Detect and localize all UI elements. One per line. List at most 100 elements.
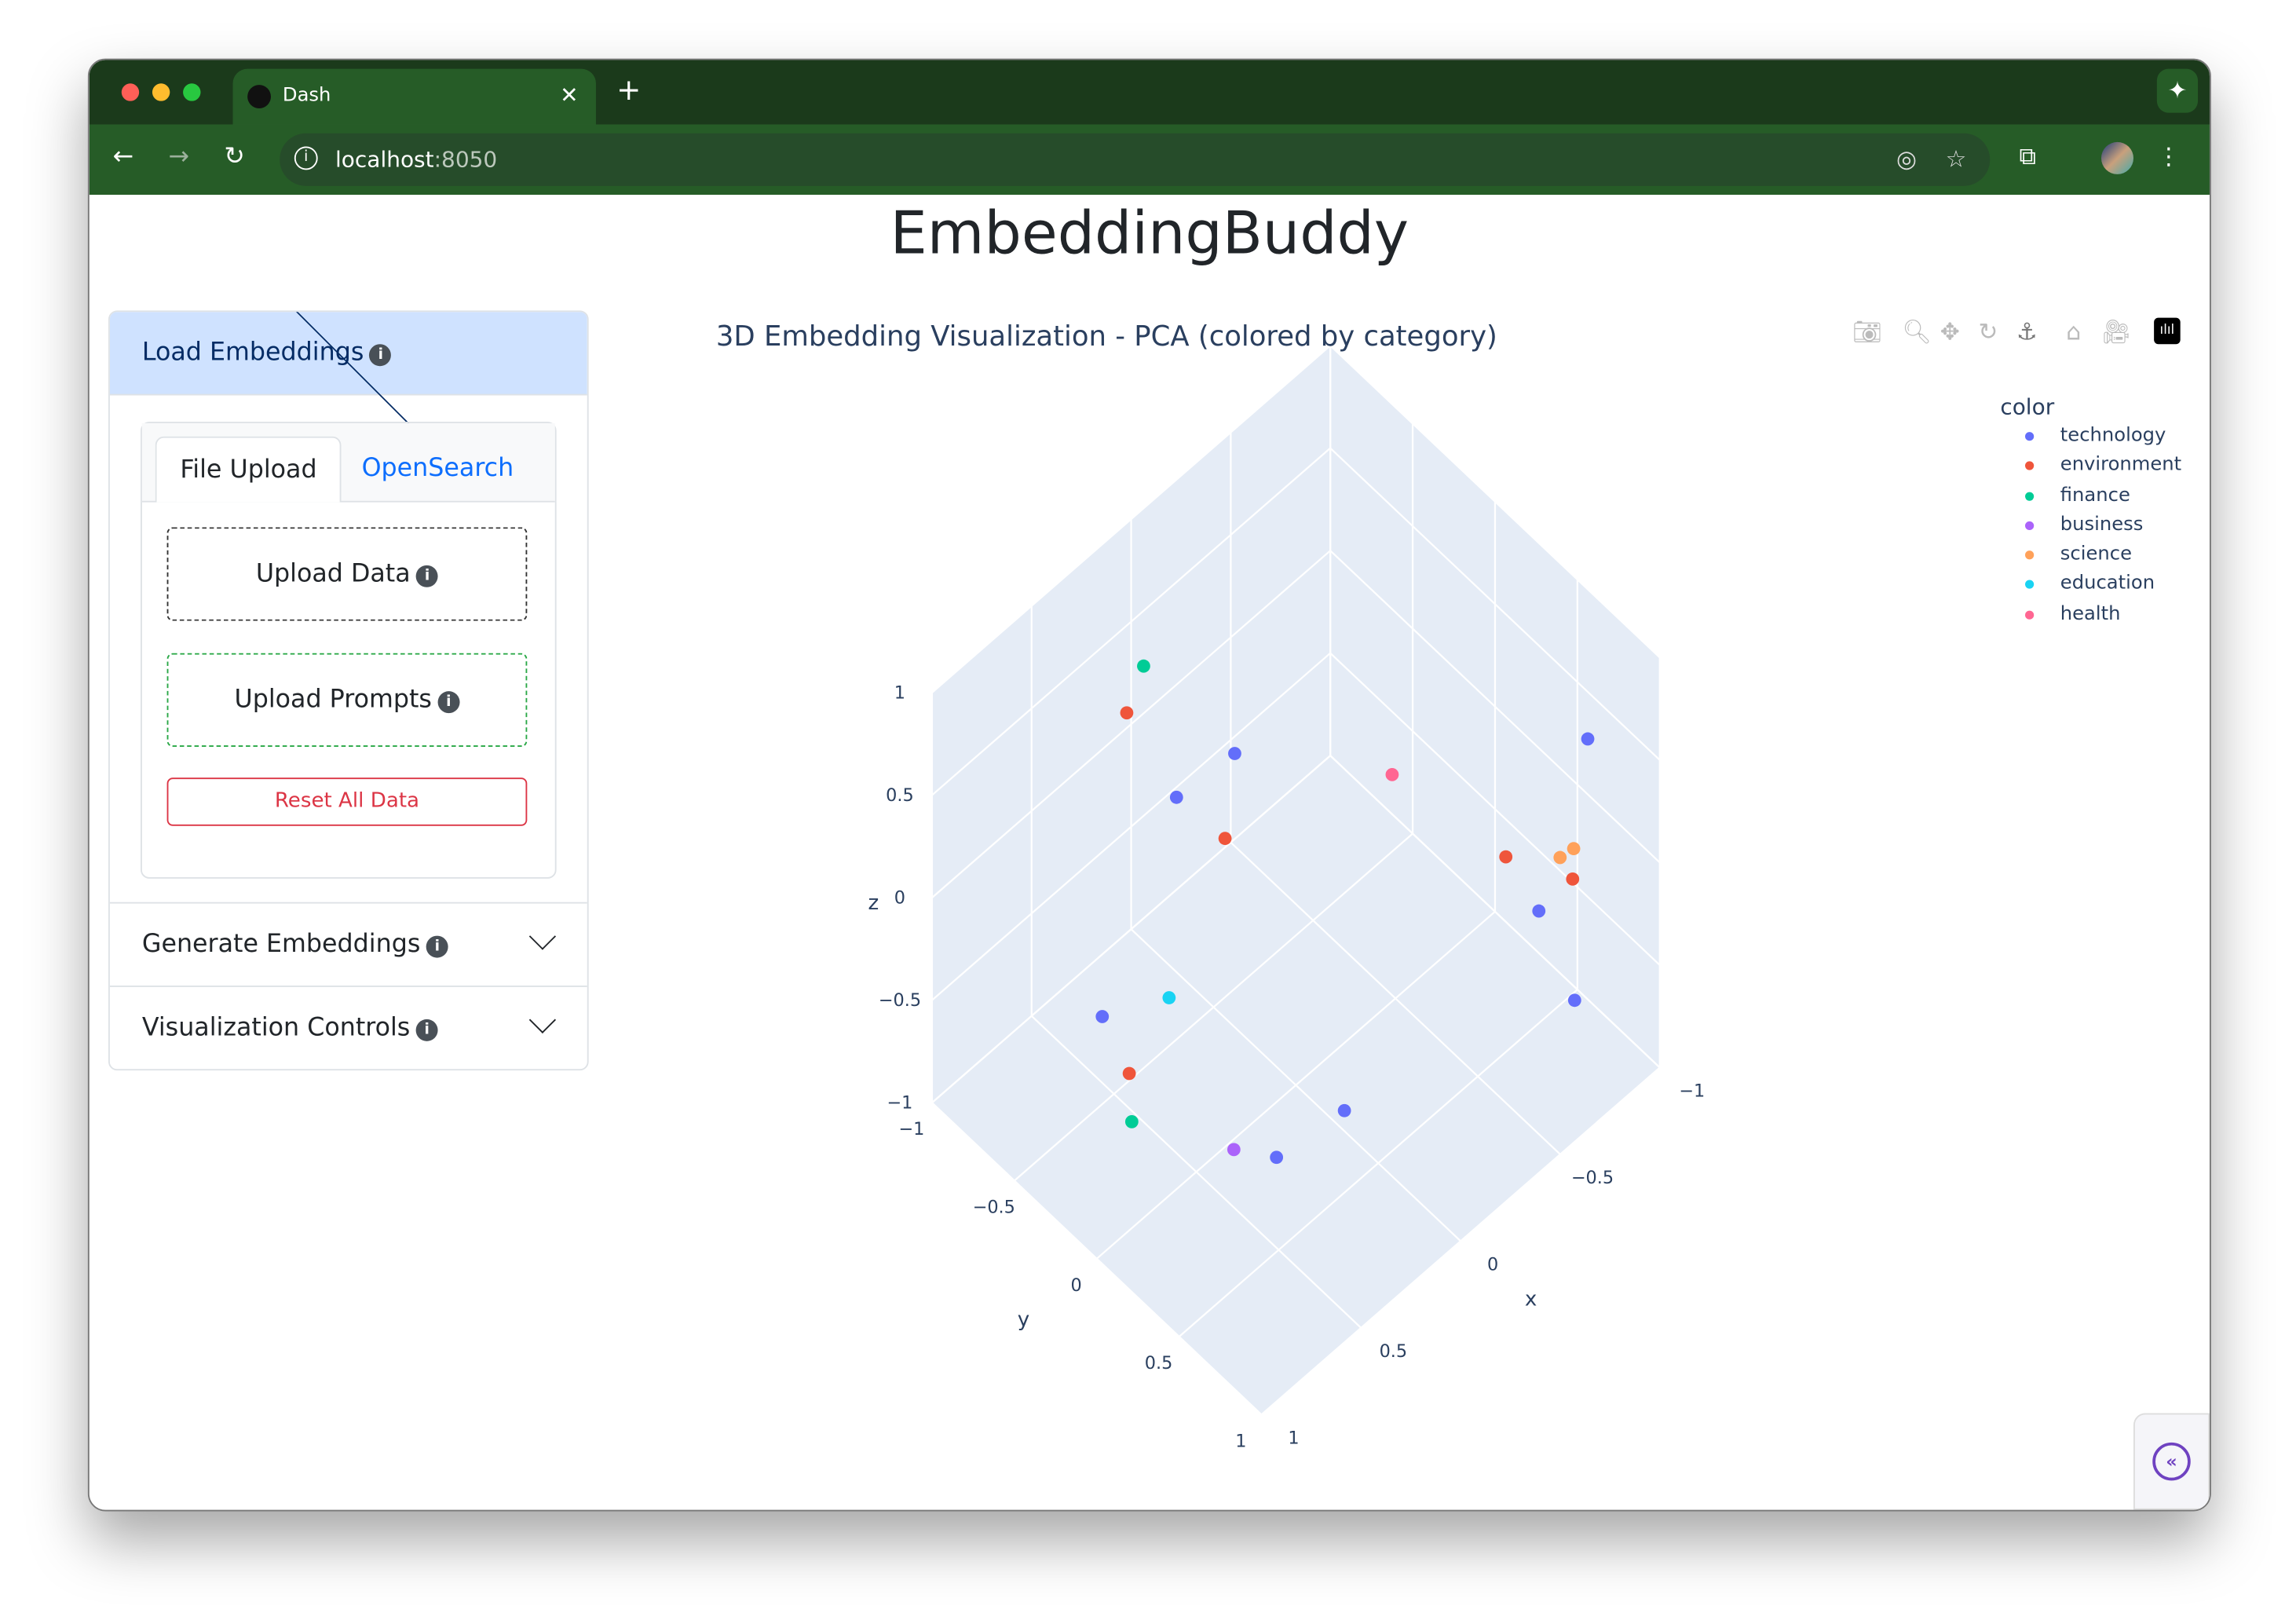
data-point-technology [1532, 904, 1546, 918]
upload-prompts-dropzone[interactable]: Upload Prompts i [166, 653, 528, 748]
tab-search-icon[interactable]: ⧉ [2019, 141, 2036, 170]
back-icon[interactable]: ← [112, 141, 134, 172]
info-icon[interactable]: i [369, 344, 392, 367]
forward-icon[interactable]: → [168, 141, 190, 172]
site-info-icon[interactable]: i [294, 146, 318, 170]
url-text: localhost:8050 [335, 146, 498, 174]
reset-camera-last-save-icon[interactable]: 🎥︎ [2100, 317, 2131, 346]
reload-icon[interactable]: ↻ [224, 141, 245, 172]
double-chevron-left-icon: « [2152, 1442, 2191, 1481]
x-tick-label: −1 [1679, 1081, 1705, 1102]
close-window-button[interactable] [121, 83, 140, 101]
data-point-education [1162, 991, 1176, 1004]
legend-item[interactable]: education [2000, 573, 2181, 603]
tab-file-upload[interactable]: File Upload [155, 436, 342, 503]
accordion-load-embeddings[interactable]: Load Embeddings i [109, 312, 587, 553]
y-tick-label: 0.5 [1145, 1353, 1173, 1373]
legend-label: science [2060, 543, 2133, 566]
gridline [931, 550, 1331, 898]
legend-marker [2025, 521, 2035, 530]
z-axis-title: z [868, 891, 879, 915]
info-icon[interactable]: i [426, 935, 448, 958]
reset-all-data-button[interactable]: Reset All Data [166, 777, 528, 826]
legend-label: technology [2060, 424, 2166, 447]
z-tick-label: 1 [894, 683, 905, 704]
y-tick-label: −0.5 [973, 1198, 1015, 1218]
gridline [931, 345, 1331, 693]
legend-item[interactable]: finance [2000, 484, 2181, 514]
accordion-generate-embeddings[interactable]: Generate Embeddings i [109, 904, 587, 987]
y-tick-label: 1 [1235, 1431, 1246, 1451]
upload-data-dropzone[interactable]: Upload Data i [166, 527, 528, 621]
plot-title: 3D Embedding Visualization - PCA (colore… [715, 320, 1497, 353]
gridline [1329, 550, 1661, 864]
data-point-technology [1581, 732, 1595, 746]
menu-icon[interactable]: ⋮ [2156, 141, 2181, 170]
data-point-environment [1218, 832, 1232, 846]
data-point-environment [1120, 706, 1134, 720]
dash-favicon-icon [247, 85, 271, 108]
info-icon[interactable]: i [415, 1019, 438, 1041]
accordion-label: Visualization Controls [141, 1013, 411, 1043]
collapse-panel-button[interactable]: « [2133, 1413, 2210, 1510]
legend-item[interactable]: health [2000, 603, 2181, 633]
data-point-business [1227, 1143, 1241, 1157]
page-title: EmbeddingBuddy [890, 200, 1409, 269]
tab-title: Dash [282, 85, 331, 108]
gridline [1329, 447, 1661, 761]
accordion-visualization-controls[interactable]: Visualization Controls i [110, 987, 587, 1069]
data-point-technology [1169, 790, 1183, 804]
info-icon[interactable]: i [416, 565, 439, 587]
legend-label: education [2060, 573, 2155, 596]
y-tick-label: 0 [1071, 1275, 1082, 1296]
legend-marker [2025, 550, 2035, 560]
close-tab-icon[interactable]: ✕ [560, 82, 579, 108]
legend-item[interactable]: environment [2000, 455, 2181, 485]
plotly-logo-icon[interactable]: ılıl [2154, 317, 2181, 345]
profile-avatar[interactable] [2100, 141, 2134, 174]
data-point-technology [1567, 993, 1581, 1008]
legend-marker [2025, 432, 2035, 441]
accordion-label: Load Embeddings [141, 338, 364, 368]
tab-opensearch[interactable]: OpenSearch [361, 454, 514, 484]
legend-marker [2025, 491, 2035, 501]
legend-item[interactable]: technology [2000, 425, 2181, 455]
legend-item[interactable]: science [2000, 543, 2181, 573]
zoom-icon[interactable]: 🔍︎ [1902, 317, 1932, 346]
legend-item[interactable]: business [2000, 514, 2181, 543]
z-tick-label: 0 [894, 888, 905, 909]
x-tick-label: 0.5 [1380, 1341, 1408, 1362]
reset-camera-home-icon[interactable]: ⌂ [2066, 317, 2082, 346]
new-tab-icon[interactable]: + [616, 71, 642, 108]
legend-label: finance [2060, 484, 2130, 507]
address-bar[interactable]: i localhost:8050 ◎ ☆ [280, 133, 1991, 186]
turntable-rotation-icon[interactable]: ⚓︎ [2016, 317, 2038, 346]
data-point-science [1553, 850, 1567, 865]
gridline [931, 1102, 1263, 1416]
scatter-3d-plot[interactable]: −1 −1 −1 −0.5 −0.5 −0.5 0 0 0 0.5 0.5 0.5 1 1 1 z y x [90, 195, 2210, 1510]
bookmark-star-icon[interactable]: ☆ [1945, 144, 1967, 174]
data-point-technology [1270, 1150, 1284, 1165]
source-tabs: File Upload OpenSearch [141, 422, 555, 503]
gridline [1260, 1066, 1661, 1416]
data-point-environment [1499, 850, 1513, 864]
pan-icon[interactable]: ✥ [1940, 317, 1960, 346]
browser-tab[interactable]: Dash ✕ [232, 68, 596, 125]
gemini-icon[interactable]: ✦ [2156, 68, 2199, 113]
legend-marker [2025, 610, 2035, 620]
info-icon[interactable]: i [437, 691, 460, 714]
z-tick-label: 0.5 [886, 785, 914, 806]
eye-off-icon[interactable]: ◎ [1896, 144, 1918, 174]
legend-label: environment [2060, 454, 2182, 477]
maximize-window-button[interactable] [183, 83, 201, 101]
orbit-rotation-icon[interactable]: ↻ [1978, 317, 1998, 346]
z-tick-label: −1 [887, 1093, 912, 1114]
data-point-health [1385, 767, 1399, 781]
legend-marker [2025, 580, 2035, 590]
gridline [1178, 989, 1578, 1337]
gridline [1030, 1015, 1362, 1329]
browser-window: Dash ✕ + ✦ ← → ↻ i localhost:8050 ◎ ☆ ⧉ … [87, 58, 2211, 1512]
legend-marker [2025, 461, 2035, 471]
camera-icon[interactable]: 📷︎ [1852, 317, 1882, 346]
minimize-window-button[interactable] [152, 83, 170, 101]
